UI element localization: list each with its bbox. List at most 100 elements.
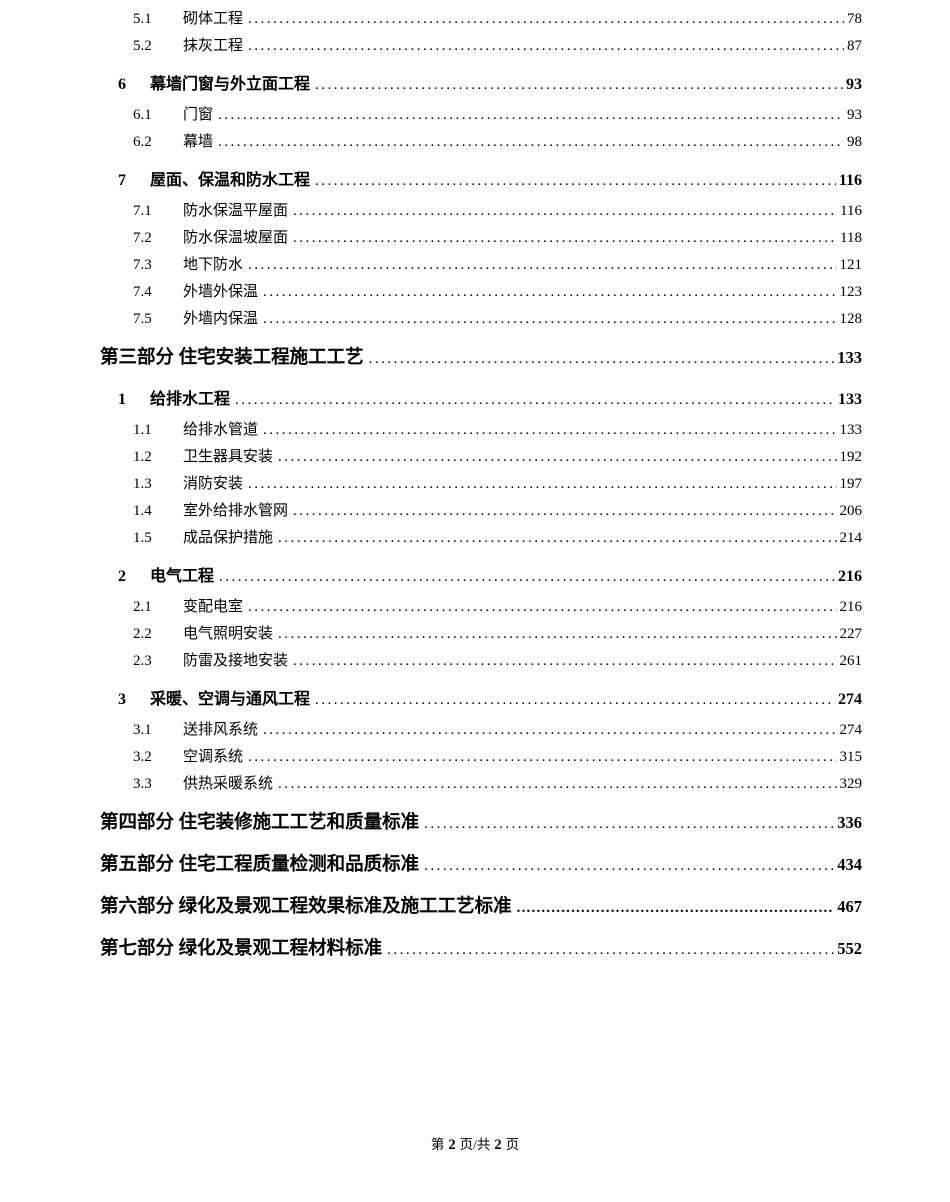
toc-leader-dots	[278, 525, 836, 552]
page-footer: 第 2 页/共 2 页	[0, 1133, 950, 1154]
toc-entry-number: 3.2	[133, 749, 152, 765]
toc-entry-number: 3.3	[133, 776, 152, 792]
toc-entry[interactable]: 1.1 给排水管道 133	[100, 417, 862, 444]
toc-entry[interactable]: 1 给排水工程 133	[100, 385, 862, 415]
toc-entry[interactable]: 1.3 消防安装 197	[100, 471, 862, 498]
toc-entry-number: 7	[118, 172, 126, 189]
toc-entry-title: 卫生器具安装	[183, 449, 274, 465]
toc-entry-title: 供热采暖系统	[183, 776, 274, 792]
toc-leader-dots	[218, 129, 844, 156]
toc-entry[interactable]: 第三部分 住宅安装工程施工工艺 133	[100, 342, 862, 375]
toc-entry[interactable]: 7.5 外墙内保温 128	[100, 306, 862, 333]
toc-entry-title: 电气照明安装	[183, 626, 274, 642]
toc-entry-title: 给排水管道	[183, 422, 259, 438]
toc-entry[interactable]: 第七部分 绿化及景观工程材料标准 552	[100, 933, 862, 966]
toc-entry[interactable]: 5.1 砌体工程 78	[100, 6, 862, 33]
toc-entry-number: 7.2	[133, 230, 152, 246]
toc-entry-title: 给排水工程	[150, 391, 231, 408]
toc-entry-number: 3	[118, 691, 126, 708]
toc-entry[interactable]: 1.4 室外给排水管网 206	[100, 498, 862, 525]
toc-leader-dots	[248, 471, 836, 498]
toc-entry[interactable]: 7.1 防水保温平屋面 116	[100, 198, 862, 225]
toc-entry-page: 274	[838, 691, 862, 708]
footer-prefix: 第	[430, 1137, 445, 1152]
toc-entry-page: 116	[838, 172, 862, 189]
toc-leader-dots	[218, 102, 844, 129]
toc-entry-title: 地下防水	[183, 257, 244, 273]
toc-entry-title: 成品保护措施	[183, 530, 274, 546]
toc-entry-title: 送排风系统	[183, 722, 259, 738]
toc-entry-number: 1.1	[133, 422, 152, 438]
toc-entry[interactable]: 2.2 电气照明安装 227	[100, 621, 862, 648]
toc-entry-title: 变配电室	[183, 599, 244, 615]
toc-entry-page: 93	[847, 107, 862, 123]
toc-entry[interactable]: 5.2 抹灰工程 87	[100, 33, 862, 60]
toc-entry-number: 6.1	[133, 107, 152, 123]
toc-entry-number: 1.2	[133, 449, 152, 465]
toc-entry-title: 消防安装	[183, 476, 244, 492]
toc-entry[interactable]: 7.3 地下防水 121	[100, 252, 862, 279]
table-of-contents: 5.1 砌体工程 78 5.2 抹灰工程 87 6 幕墙门窗与外立面工程 93 …	[100, 6, 862, 968]
toc-entry-page: 336	[837, 813, 862, 832]
toc-entry[interactable]: 3.2 空调系统 315	[100, 744, 862, 771]
toc-entry[interactable]: 1.2 卫生器具安装 192	[100, 444, 862, 471]
toc-entry-title: 屋面、保温和防水工程	[150, 172, 311, 189]
toc-leader-dots	[315, 167, 836, 196]
toc-entry[interactable]: 1.5 成品保护措施 214	[100, 525, 862, 552]
toc-entry[interactable]: 2.3 防雷及接地安装 261	[100, 648, 862, 675]
toc-entry-number: 6	[118, 76, 126, 93]
toc-entry[interactable]: 6.1 门窗 93	[100, 102, 862, 129]
toc-entry[interactable]: 2 电气工程 216	[100, 562, 862, 592]
toc-entry-title: 门窗	[183, 107, 214, 123]
toc-entry-title: 采暖、空调与通风工程	[150, 691, 311, 708]
toc-entry-page: 227	[839, 626, 863, 642]
toc-entry[interactable]: 第六部分 绿化及景观工程效果标准及施工工艺标准 467	[100, 891, 862, 924]
toc-entry[interactable]: 7.4 外墙外保温 123	[100, 279, 862, 306]
toc-entry-number: 7.3	[133, 257, 152, 273]
toc-entry[interactable]: 7.2 防水保温坡屋面 118	[100, 225, 862, 252]
toc-entry-page: 128	[839, 311, 863, 327]
toc-entry-title: 第三部分 住宅安装工程施工工艺	[100, 348, 364, 368]
toc-entry-number: 2.3	[133, 653, 152, 669]
toc-entry-title: 抹灰工程	[183, 38, 244, 54]
toc-leader-dots	[387, 934, 834, 966]
toc-leader-dots	[263, 417, 836, 444]
toc-entry[interactable]: 第五部分 住宅工程质量检测和品质标准 434	[100, 849, 862, 882]
toc-entry[interactable]: 3.3 供热采暖系统 329	[100, 771, 862, 798]
toc-entry-title: 第六部分 绿化及景观工程效果标准及施工工艺标准	[100, 897, 512, 917]
toc-entry-page: 467	[837, 897, 862, 916]
toc-entry-page: 206	[839, 503, 863, 519]
toc-entry-number: 3.1	[133, 722, 152, 738]
toc-entry-page: 121	[839, 257, 863, 273]
toc-entry-title: 防水保温平屋面	[183, 203, 289, 219]
footer-current-page: 2	[448, 1137, 456, 1153]
toc-entry[interactable]: 3.1 送排风系统 274	[100, 717, 862, 744]
toc-entry[interactable]: 6.2 幕墙 98	[100, 129, 862, 156]
toc-entry-page: 133	[839, 422, 863, 438]
toc-entry-number: 6.2	[133, 134, 152, 150]
toc-entry[interactable]: 7 屋面、保温和防水工程 116	[100, 166, 862, 196]
toc-leader-dots	[293, 225, 837, 252]
toc-entry[interactable]: 第四部分 住宅装修施工工艺和质量标准 336	[100, 807, 862, 840]
toc-entry[interactable]: 2.1 变配电室 216	[100, 594, 862, 621]
toc-entry-page: 434	[837, 855, 862, 874]
toc-entry-title: 防水保温坡屋面	[183, 230, 289, 246]
toc-leader-dots	[248, 252, 836, 279]
toc-leader-dots	[248, 594, 836, 621]
toc-entry-title: 电气工程	[150, 568, 215, 585]
toc-entry-number: 2.1	[133, 599, 152, 615]
toc-entry-title: 外墙外保温	[183, 284, 259, 300]
toc-entry-page: 87	[847, 38, 862, 54]
toc-leader-dots	[278, 444, 836, 471]
toc-entry-title: 防雷及接地安装	[183, 653, 289, 669]
toc-entry-title: 第五部分 住宅工程质量检测和品质标准	[100, 855, 420, 875]
toc-entry-number: 1.4	[133, 503, 152, 519]
toc-entry-page: 214	[839, 530, 863, 546]
toc-entry-page: 192	[839, 449, 863, 465]
toc-leader-dots	[424, 808, 834, 840]
toc-entry-page: 274	[839, 722, 863, 738]
toc-entry[interactable]: 3 采暖、空调与通风工程 274	[100, 685, 862, 715]
toc-entry-page: 329	[839, 776, 863, 792]
toc-entry-number: 7.5	[133, 311, 152, 327]
toc-entry[interactable]: 6 幕墙门窗与外立面工程 93	[100, 70, 862, 100]
